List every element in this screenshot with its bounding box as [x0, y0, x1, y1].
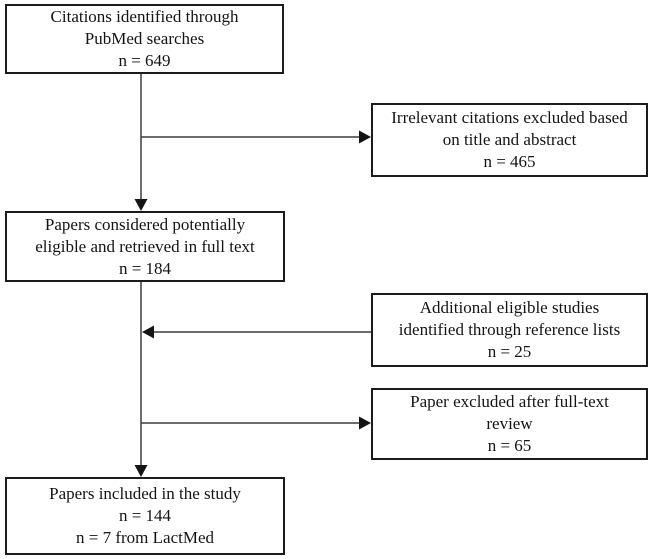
box-count: n = 465 — [483, 152, 536, 171]
arrowhead-down-into-eligible-box — [134, 199, 148, 211]
box-line: Additional eligible studies — [419, 298, 600, 317]
box-count: n = 649 — [118, 51, 171, 70]
box-irrelevant-citations-excluded: Irrelevant citations excluded based on t… — [371, 103, 648, 177]
box-citations-identified: Citations identified through PubMed sear… — [5, 4, 284, 74]
box-line: eligible and retrieved in full text — [35, 236, 255, 256]
box-line: Citations identified through — [50, 7, 239, 26]
arrowhead-left-into-spine — [142, 325, 154, 339]
box-count: n = 144 — [118, 506, 172, 525]
box-papers-excluded-full-text: Paper excluded after full-text review n … — [371, 388, 648, 460]
arrowhead-right-into-excluded-box — [359, 416, 371, 430]
box-line: Papers included in the study — [49, 484, 241, 503]
box-count: n = 7 from LactMed — [76, 528, 214, 547]
box-count: n = 184 — [118, 258, 172, 278]
box-line: Irrelevant citations excluded based — [391, 108, 628, 127]
box-papers-potentially-eligible: Papers considered potentially eligible a… — [5, 211, 285, 282]
box-line: PubMed searches — [84, 29, 205, 48]
box-line: review — [486, 414, 533, 433]
box-line: Paper excluded after full-text — [410, 392, 609, 411]
box-line: identified through reference lists — [398, 320, 621, 339]
arrowhead-down-into-included-box — [134, 465, 148, 477]
box-papers-included: Papers included in the study n = 144 n =… — [5, 477, 285, 555]
box-line: Papers considered potentially — [44, 214, 246, 234]
box-additional-eligible-studies: Additional eligible studies identified t… — [371, 293, 648, 367]
box-count: n = 25 — [487, 342, 532, 361]
box-count: n = 65 — [487, 436, 532, 455]
box-line: on title and abstract — [442, 130, 577, 149]
arrowhead-right-into-irrelevant-box — [359, 130, 371, 144]
